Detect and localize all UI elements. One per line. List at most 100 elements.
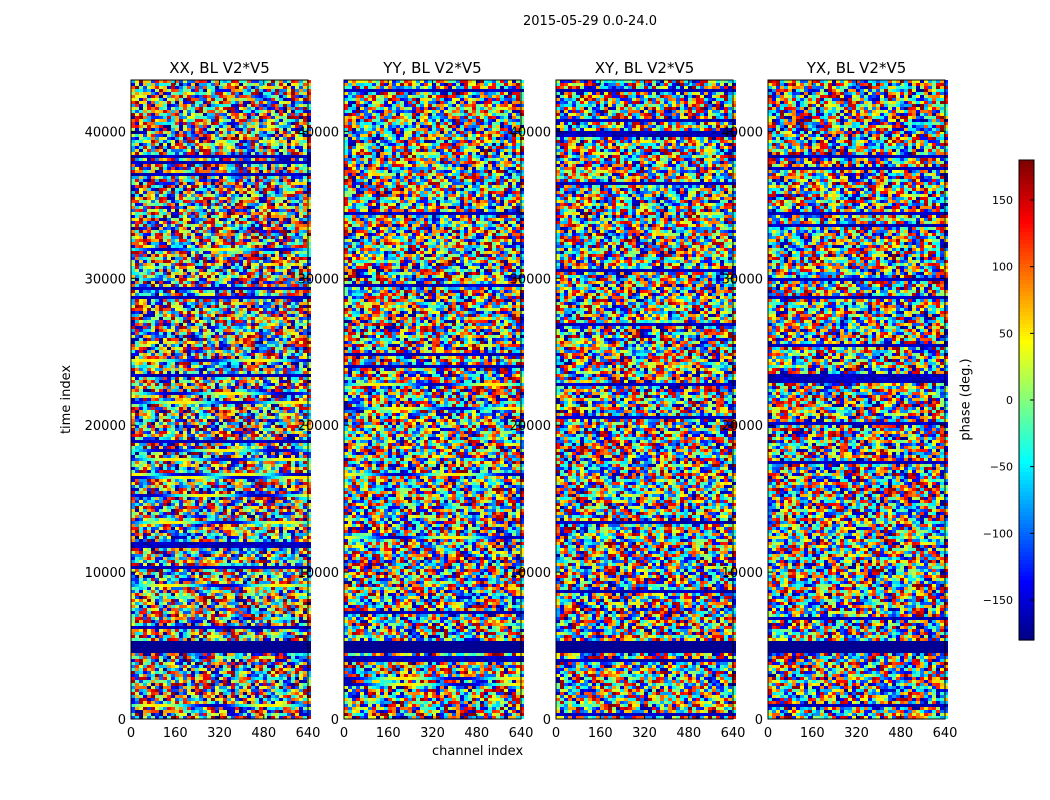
colorbar-segment [1019,444,1034,449]
heatmap-image [344,80,524,719]
y-tick-label: 10000 [298,566,339,581]
colorbar-segment [1019,624,1034,629]
colorbar-segment [1019,532,1034,537]
colorbar-segment [1019,296,1034,301]
colorbar-segment [1019,244,1034,249]
x-tick-label: 480 [251,726,276,741]
y-tick-label: 10000 [510,566,551,581]
colorbar-segment [1019,288,1034,293]
x-tick-label: 320 [844,726,869,741]
colorbar-segment [1019,572,1034,577]
colorbar-segment [1019,192,1034,197]
colorbar-segment [1019,560,1034,565]
x-tick-label: 0 [340,726,348,741]
colorbar-segment [1019,216,1034,221]
x-tick-label: 0 [552,726,560,741]
x-tick-label: 320 [207,726,232,741]
colorbar-segment [1019,236,1034,241]
x-tick-label: 640 [721,726,746,741]
colorbar-segment [1019,620,1034,625]
y-tick-label: 0 [118,713,126,728]
colorbar-segment [1019,416,1034,421]
colorbar-segment [1019,452,1034,457]
colorbar-segment [1019,380,1034,385]
x-tick-label: 640 [933,726,958,741]
x-tick-label: 320 [420,726,445,741]
x-tick-label: 160 [163,726,188,741]
colorbar-segment [1019,536,1034,541]
x-tick-label: 640 [296,726,321,741]
x-tick-label: 480 [464,726,489,741]
colorbar-segment [1019,344,1034,349]
colorbar-segment [1019,228,1034,233]
x-tick-label: 640 [509,726,534,741]
colorbar-segment [1019,248,1034,253]
colorbar-segment [1019,172,1034,177]
colorbar-segment [1019,472,1034,477]
colorbar-segment [1019,408,1034,413]
colorbar-segment [1019,496,1034,501]
colorbar-segment [1019,544,1034,549]
colorbar-segment [1019,168,1034,173]
colorbar-segment [1019,568,1034,573]
colorbar-segment [1019,432,1034,437]
y-tick-label: 40000 [510,125,551,140]
colorbar-segment [1019,540,1034,545]
colorbar-tick-label: 50 [999,327,1013,340]
x-tick-label: 160 [588,726,613,741]
colorbar-tick-label: 100 [992,261,1013,274]
y-tick-label: 40000 [722,125,763,140]
colorbar-segment [1019,224,1034,229]
y-tick-label: 40000 [298,125,339,140]
colorbar-segment [1019,552,1034,557]
colorbar-segment [1019,208,1034,213]
colorbar-segment [1019,556,1034,561]
colorbar-segment [1019,468,1034,473]
x-tick-label: 0 [764,726,772,741]
colorbar-segment [1019,292,1034,297]
colorbar-segment [1019,500,1034,505]
colorbar-segment [1019,508,1034,513]
colorbar-segment [1019,340,1034,345]
colorbar-segment [1019,628,1034,633]
colorbar-segment [1019,284,1034,289]
colorbar-segment [1019,268,1034,273]
colorbar-segment [1019,160,1034,165]
colorbar-segment [1019,488,1034,493]
colorbar-segment [1019,280,1034,285]
colorbar-segment [1019,600,1034,605]
y-tick-label: 0 [331,713,339,728]
x-tick-label: 160 [800,726,825,741]
colorbar-segment [1019,308,1034,313]
colorbar-segment [1019,176,1034,181]
colorbar-segment [1019,576,1034,581]
colorbar-segment [1019,188,1034,193]
colorbar-segment [1019,352,1034,357]
colorbar-segment [1019,564,1034,569]
colorbar-segment [1019,384,1034,389]
colorbar-segment [1019,376,1034,381]
colorbar-segment [1019,460,1034,465]
y-tick-label: 0 [543,713,551,728]
colorbar-segment [1019,204,1034,209]
heatmap-image [556,80,736,719]
colorbar-segment [1019,324,1034,329]
colorbar-segment [1019,484,1034,489]
colorbar-segment [1019,200,1034,205]
colorbar-segment [1019,520,1034,525]
colorbar-segment [1019,348,1034,353]
colorbar-tick-label: −150 [983,594,1013,607]
colorbar-segment [1019,436,1034,441]
colorbar-segment [1019,608,1034,613]
colorbar-segment [1019,424,1034,429]
colorbar-segment [1019,548,1034,553]
colorbar-segment [1019,332,1034,337]
colorbar-segment [1019,476,1034,481]
colorbar-segment [1019,252,1034,257]
colorbar-segment [1019,516,1034,521]
